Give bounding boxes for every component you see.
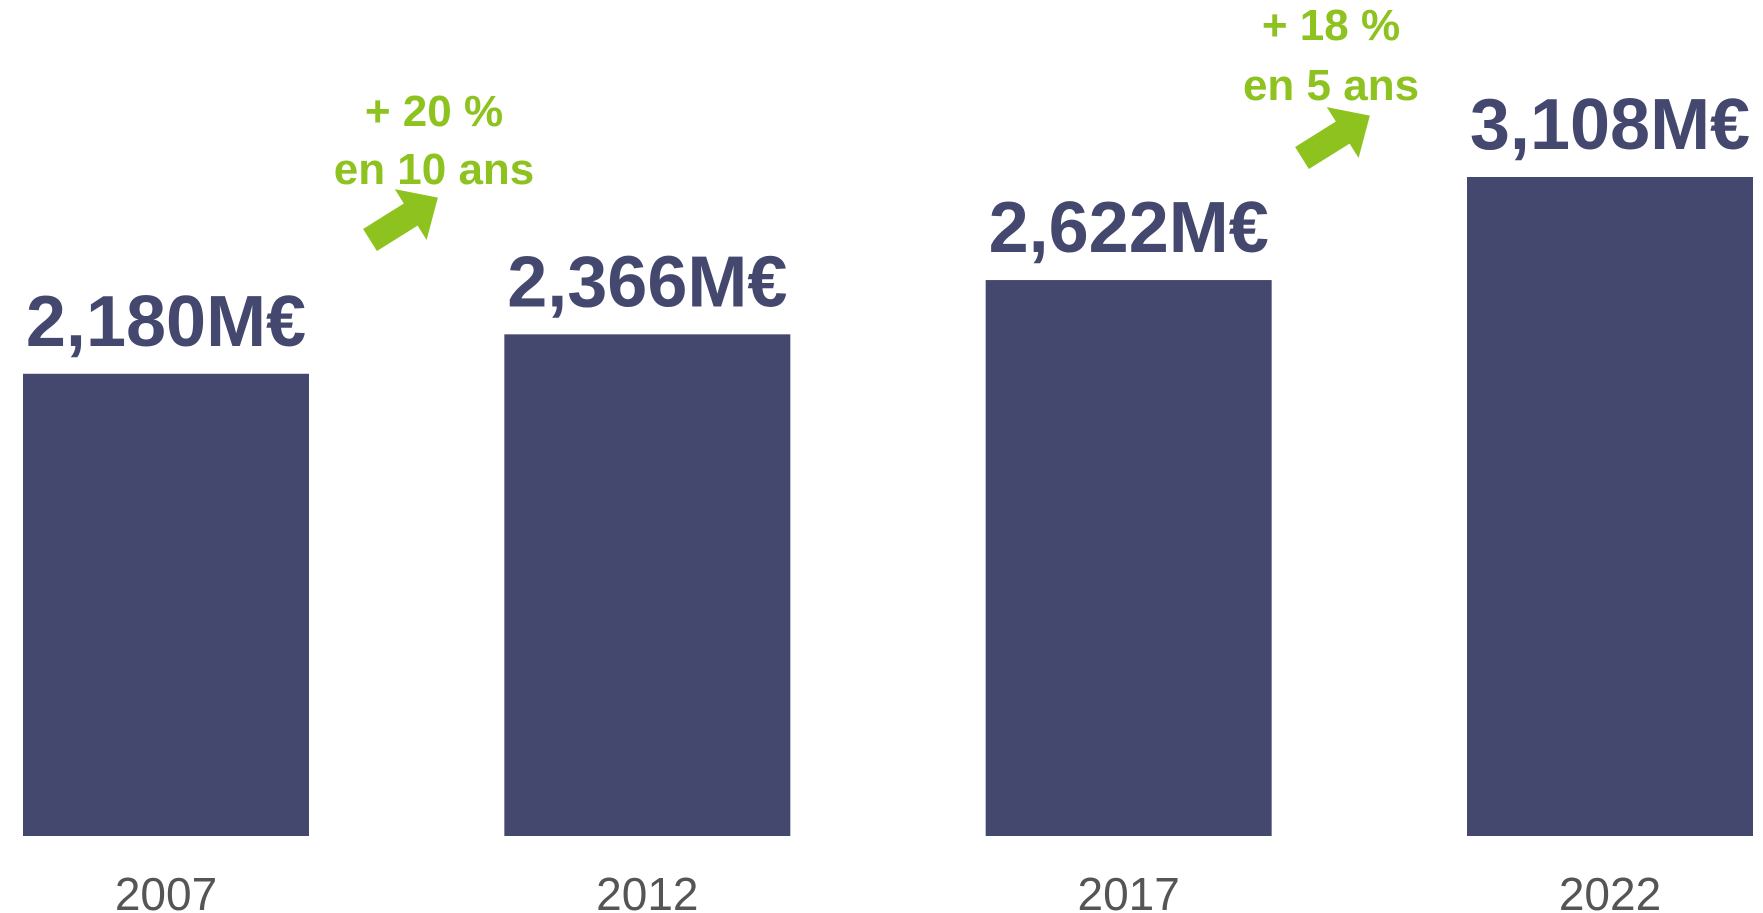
arrow-shape <box>1295 107 1370 170</box>
annotation-text: + 20 % <box>365 87 503 136</box>
value-label: 3,108M€ <box>1470 85 1750 165</box>
bar <box>985 280 1272 837</box>
bar <box>1467 177 1753 836</box>
x-tick-label: 2022 <box>1559 868 1661 913</box>
annotation: + 20 % en 10 ans <box>334 87 535 252</box>
annotation-text: en 10 ans <box>334 145 535 194</box>
bar <box>23 373 309 836</box>
arrow <box>363 189 438 252</box>
annotation: + 18 % en 5 ans <box>1243 1 1419 170</box>
x-tick-label: 2007 <box>115 868 217 913</box>
value-label: 2,622M€ <box>989 188 1269 268</box>
bar <box>504 334 791 836</box>
annotation-text: + 18 % <box>1262 1 1400 50</box>
annotation-text: en 5 ans <box>1243 61 1419 110</box>
value-label: 2,366M€ <box>507 242 787 322</box>
arrow <box>1295 107 1370 170</box>
value-label: 2,180M€ <box>26 282 306 362</box>
x-tick-label: 2017 <box>1077 868 1179 913</box>
x-tick-label: 2012 <box>596 868 698 913</box>
arrow-shape <box>363 189 438 252</box>
